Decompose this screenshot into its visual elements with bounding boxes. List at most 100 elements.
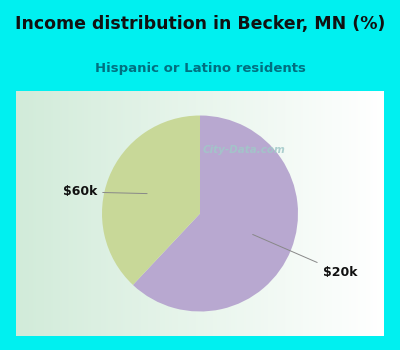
Bar xyxy=(132,91,134,336)
Bar xyxy=(128,91,130,336)
Bar xyxy=(279,91,281,336)
Bar xyxy=(228,91,230,336)
Bar xyxy=(299,91,301,336)
Bar xyxy=(110,91,112,336)
Bar xyxy=(170,91,172,336)
Bar xyxy=(338,91,340,336)
Bar xyxy=(56,91,58,336)
Bar xyxy=(375,91,377,336)
Bar xyxy=(314,91,316,336)
Bar xyxy=(266,91,268,336)
Bar xyxy=(77,91,78,336)
Bar xyxy=(196,91,198,336)
Bar xyxy=(329,91,331,336)
Bar xyxy=(102,91,104,336)
Bar xyxy=(380,91,382,336)
Bar xyxy=(138,91,139,336)
Bar xyxy=(340,91,342,336)
Bar xyxy=(167,91,169,336)
Bar xyxy=(23,91,25,336)
Bar xyxy=(187,91,189,336)
Bar xyxy=(327,91,329,336)
Bar xyxy=(268,91,270,336)
Bar xyxy=(148,91,150,336)
Bar xyxy=(71,91,73,336)
Bar xyxy=(32,91,34,336)
Text: City-Data.com: City-Data.com xyxy=(203,145,286,155)
Bar xyxy=(47,91,49,336)
Bar xyxy=(230,91,231,336)
Bar xyxy=(294,91,296,336)
Bar xyxy=(161,91,163,336)
Bar xyxy=(257,91,259,336)
Bar xyxy=(150,91,152,336)
Bar xyxy=(53,91,55,336)
Bar xyxy=(95,91,97,336)
Bar xyxy=(114,91,115,336)
Bar xyxy=(22,91,23,336)
Bar xyxy=(29,91,31,336)
Bar xyxy=(174,91,176,336)
Bar xyxy=(106,91,108,336)
Bar xyxy=(185,91,187,336)
Bar xyxy=(184,91,185,336)
Bar xyxy=(345,91,347,336)
Bar xyxy=(158,91,160,336)
Bar xyxy=(211,91,213,336)
Bar xyxy=(259,91,261,336)
Bar xyxy=(296,91,298,336)
Bar xyxy=(123,91,124,336)
Bar xyxy=(286,91,288,336)
Bar xyxy=(165,91,167,336)
Bar xyxy=(342,91,344,336)
Bar xyxy=(86,91,88,336)
Bar xyxy=(310,91,312,336)
Bar xyxy=(194,91,196,336)
Text: $60k: $60k xyxy=(63,186,147,198)
Bar xyxy=(323,91,325,336)
Bar xyxy=(163,91,165,336)
Bar xyxy=(104,91,106,336)
Bar xyxy=(281,91,283,336)
Text: Income distribution in Becker, MN (%): Income distribution in Becker, MN (%) xyxy=(15,15,385,34)
Bar xyxy=(206,91,207,336)
Bar xyxy=(292,91,294,336)
Bar xyxy=(218,91,220,336)
Bar xyxy=(49,91,51,336)
Bar xyxy=(40,91,42,336)
Bar xyxy=(154,91,156,336)
Bar xyxy=(139,91,141,336)
Bar xyxy=(73,91,75,336)
Bar xyxy=(377,91,378,336)
Bar xyxy=(290,91,292,336)
Bar xyxy=(126,91,128,336)
Bar xyxy=(130,91,132,336)
Bar xyxy=(347,91,349,336)
Bar xyxy=(264,91,266,336)
Bar xyxy=(270,91,272,336)
Bar xyxy=(336,91,338,336)
Bar xyxy=(274,91,276,336)
Bar xyxy=(362,91,364,336)
Bar xyxy=(60,91,62,336)
Bar xyxy=(18,91,20,336)
Bar xyxy=(121,91,123,336)
Bar xyxy=(308,91,310,336)
Bar xyxy=(215,91,216,336)
Bar xyxy=(44,91,46,336)
Bar xyxy=(80,91,82,336)
Bar xyxy=(233,91,235,336)
Bar xyxy=(351,91,353,336)
Bar xyxy=(145,91,147,336)
Bar xyxy=(25,91,27,336)
Bar xyxy=(262,91,264,336)
Bar xyxy=(189,91,191,336)
Bar xyxy=(334,91,336,336)
Bar xyxy=(38,91,40,336)
Bar xyxy=(55,91,56,336)
Bar xyxy=(117,91,119,336)
Bar xyxy=(58,91,60,336)
Bar xyxy=(99,91,101,336)
Bar xyxy=(277,91,279,336)
Bar xyxy=(92,91,93,336)
